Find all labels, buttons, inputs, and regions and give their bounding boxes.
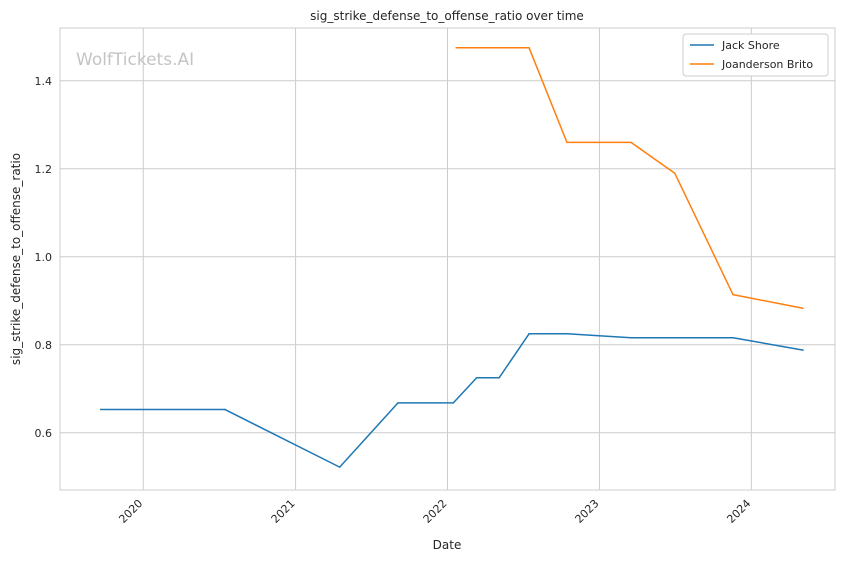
chart-title: sig_strike_defense_to_offense_ratio over…: [310, 9, 584, 23]
data-point-jack-shore: [802, 349, 804, 351]
data-point-jack-shore: [338, 466, 341, 468]
data-point-jack-shore: [528, 333, 530, 335]
y-tick-label: 0.6: [35, 427, 53, 440]
y-tick-label: 1.4: [35, 75, 53, 88]
data-point-jack-shore: [452, 402, 455, 404]
data-point-jack-shore: [566, 333, 568, 335]
watermark: WolfTickets.AI: [76, 50, 194, 70]
legend: Jack Shore Joanderson Brito: [682, 33, 829, 77]
data-point-jack-shore: [732, 336, 734, 339]
series-line-jack-shore: [100, 333, 804, 468]
data-point-jack-shore: [224, 408, 226, 411]
plot-frame: [59, 27, 836, 491]
grid: [60, 28, 835, 490]
y-tick-label: 1.0: [35, 251, 53, 264]
data-point-joanderson-brito: [528, 47, 530, 49]
data-point-joanderson-brito: [802, 307, 804, 310]
data-point-jack-shore: [630, 336, 632, 339]
data-point-joanderson-brito: [630, 141, 632, 144]
y-tick-label: 1.2: [35, 163, 53, 176]
data-point-jack-shore: [498, 377, 500, 379]
data-point-jack-shore: [99, 408, 102, 411]
series-lines: [99, 47, 804, 468]
data-point-joanderson-brito: [673, 172, 676, 174]
data-point-joanderson-brito: [455, 47, 458, 49]
legend-box: [682, 33, 829, 77]
data-point-joanderson-brito: [732, 293, 734, 296]
legend-label-jack-shore: Jack Shore: [721, 39, 780, 52]
data-point-jack-shore: [475, 377, 478, 379]
y-tick-label: 0.8: [35, 339, 53, 352]
x-axis-label: Date: [433, 538, 462, 552]
legend-label-joanderson-brito: Joanderson Brito: [721, 58, 813, 71]
data-point-jack-shore: [397, 402, 399, 404]
data-point-joanderson-brito: [566, 141, 568, 144]
y-axis-label: sig_strike_defense_to_offense_ratio: [9, 153, 23, 365]
